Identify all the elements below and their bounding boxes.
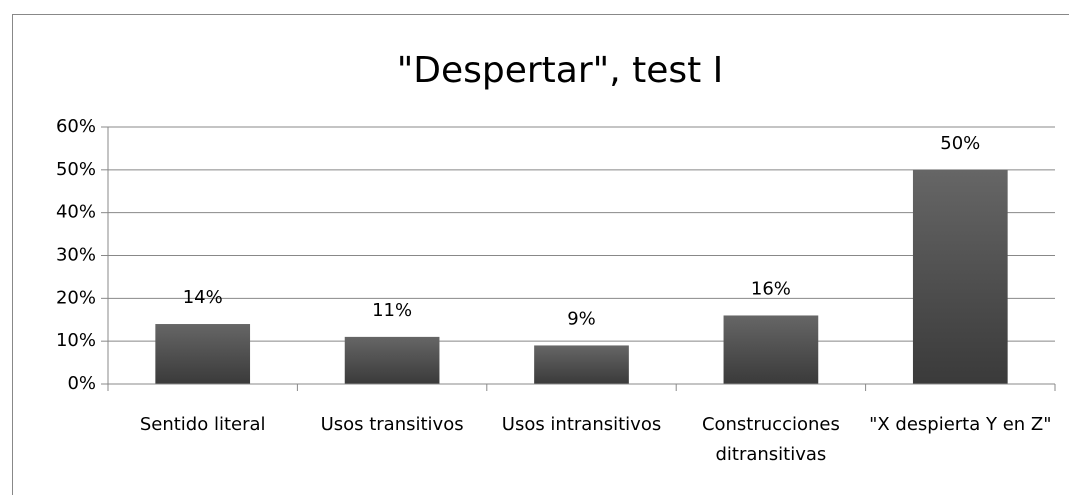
chart-frame [12, 14, 1069, 495]
bar [155, 324, 251, 384]
bar [912, 169, 1008, 384]
value-label: 50% [940, 133, 980, 154]
y-tick-label: 0% [67, 373, 96, 394]
y-tick-label: 40% [56, 202, 96, 223]
x-tick-label: Usos transitivos [320, 414, 464, 435]
x-tick-label: Sentido literal [139, 414, 266, 435]
y-tick-label: 10% [56, 330, 96, 351]
x-tick-label: "X despierta Y en Z" [869, 414, 1052, 435]
chart-title: "Despertar", test I [397, 50, 724, 91]
y-tick-label: 30% [56, 245, 96, 266]
bar [723, 315, 819, 384]
value-label: 16% [751, 278, 791, 299]
value-label: 11% [372, 300, 412, 321]
bar [534, 345, 629, 384]
value-label: 14% [183, 287, 223, 308]
bar [344, 336, 440, 384]
value-label: 9% [567, 308, 596, 329]
y-tick-label: 50% [56, 159, 96, 180]
x-tick-label: Construcciones ditransitivas [701, 414, 840, 465]
x-tick-label: Usos intransitivos [501, 414, 662, 435]
y-tick-label: 20% [56, 287, 96, 308]
y-tick-label: 60% [56, 116, 96, 137]
